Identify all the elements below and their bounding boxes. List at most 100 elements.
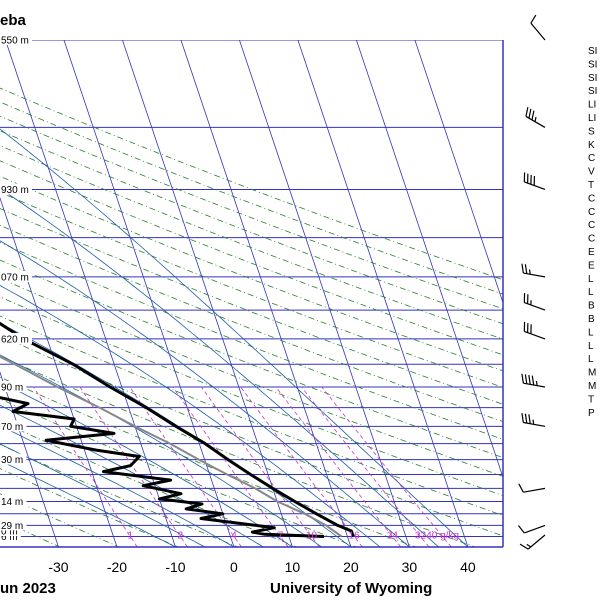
- barb-flag: [521, 263, 524, 274]
- height-label-bg: [0, 183, 32, 195]
- mixing-ratio-label: 1: [127, 530, 133, 541]
- barb-staff: [524, 524, 546, 534]
- mixing-ratio-label: 2: [177, 530, 183, 541]
- index-label: LI: [588, 100, 596, 111]
- barb-flag: [528, 374, 531, 385]
- barb-flag: [530, 14, 537, 24]
- height-label: 550 m: [1, 36, 29, 47]
- barb-flag: [524, 413, 528, 424]
- mixing-ratio-line: [201, 386, 320, 547]
- barb-staff: [524, 330, 546, 340]
- mixing-ratio-line: [301, 386, 430, 547]
- axis-labels: -30 -20 -10 0 10 20 30 40 6 m0 m29 m 14 m 30 m 70 m…: [0, 34, 504, 575]
- height-label-bg: [0, 519, 27, 531]
- isotherm-line: [5, 40, 176, 547]
- isotherm-line: [0, 371, 59, 547]
- dry-adiabat: [0, 315, 503, 516]
- isotherm-line: [297, 40, 469, 547]
- height-label: 30 m: [1, 455, 23, 466]
- x-tick-label: -20: [107, 559, 127, 575]
- index-label: E: [588, 247, 595, 258]
- wind-barb: [530, 14, 546, 41]
- dry-adiabat: [0, 259, 503, 459]
- dry-adiabat: [0, 296, 503, 497]
- barb-flag: [524, 264, 528, 274]
- height-label-bg: [0, 34, 32, 45]
- barb-staff: [523, 382, 546, 388]
- barb-staff: [525, 115, 546, 128]
- dewpoint-line: [0, 396, 325, 538]
- x-tick-label: 0: [230, 559, 238, 575]
- index-label: M: [588, 381, 596, 392]
- parcel-line: [0, 355, 343, 538]
- barb-half-flag: [526, 543, 532, 548]
- x-tick-label: 30: [402, 559, 418, 575]
- wind-barb: [519, 534, 546, 550]
- wind-barb: [517, 524, 546, 534]
- barb-flag: [521, 373, 524, 384]
- wind-barb: [523, 293, 546, 311]
- mixing-ratio-line: [129, 386, 242, 547]
- mixing-ratio-label: 10: [306, 530, 318, 541]
- index-label: SI: [588, 86, 597, 97]
- dry-adiabat: [0, 224, 503, 423]
- moist-adiabat: [0, 381, 293, 547]
- x-tick-label: -10: [165, 559, 185, 575]
- wind-barb: [521, 373, 546, 388]
- height-label: 0 m: [1, 527, 18, 538]
- barb-staff: [523, 421, 546, 427]
- isotherm-line: [122, 40, 293, 547]
- mixing-ratio-line: [240, 386, 363, 547]
- height-label-bg: [0, 453, 27, 465]
- grid-lines: [0, 40, 503, 547]
- isotherm-line: [0, 196, 118, 547]
- index-label: L: [588, 274, 594, 285]
- height-label-bg: [0, 495, 27, 507]
- moist-adiabat: [0, 425, 235, 547]
- height-label: 90 m: [1, 383, 23, 394]
- mixing-ratio-line: [275, 386, 402, 547]
- wind-barb: [525, 107, 546, 128]
- footer-source: University of Wyoming: [270, 580, 432, 597]
- mixing-ratio-line: [321, 386, 452, 547]
- barb-flag: [521, 413, 524, 423]
- height-label: 930 m: [1, 185, 29, 196]
- dry-adiabat: [0, 376, 416, 547]
- height-label-bg: [0, 525, 21, 537]
- dry-adiabat: [0, 519, 60, 547]
- dry-adiabat: [0, 208, 503, 405]
- wind-barbs: [517, 14, 546, 550]
- wind-barb: [521, 413, 546, 427]
- barb-flag: [531, 110, 535, 121]
- isotherm-line: [239, 40, 410, 547]
- index-label: S: [588, 126, 595, 137]
- mixing-ratio-label: 4: [231, 530, 237, 541]
- barb-staff: [524, 181, 546, 191]
- moist-adiabat: [0, 460, 176, 547]
- sounding-profiles: [0, 321, 355, 538]
- moist-adiabat: [0, 443, 205, 547]
- index-label: T: [588, 394, 594, 405]
- barb-staff: [527, 534, 546, 550]
- height-label-bg: [0, 270, 32, 282]
- moist-adiabat: [0, 128, 469, 547]
- mixing-ratio-line: [79, 386, 188, 547]
- wind-barb: [523, 172, 546, 191]
- isotherm-line: [180, 40, 352, 547]
- index-label: L: [588, 287, 594, 298]
- index-label: E: [588, 260, 595, 271]
- mixing-ratio-label: 32: [415, 530, 427, 541]
- dry-adiabat: [0, 335, 503, 537]
- height-label: 620 m: [1, 334, 29, 345]
- index-label: L: [588, 341, 594, 352]
- index-label: B: [588, 301, 595, 312]
- barb-half-flag: [534, 116, 537, 122]
- x-tick-label: -30: [48, 559, 68, 575]
- barb-flag: [517, 525, 525, 534]
- mixing-ratio-line: [33, 386, 138, 547]
- index-label: C: [588, 193, 595, 204]
- index-label: C: [588, 207, 595, 218]
- mixing-ratio-label: 24: [387, 530, 399, 541]
- index-label: V: [588, 167, 595, 178]
